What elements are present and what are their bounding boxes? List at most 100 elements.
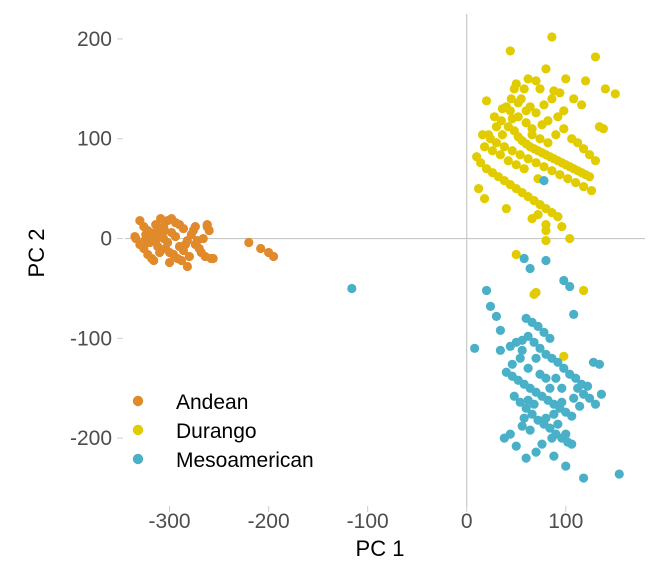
mesoamerican-point bbox=[578, 473, 589, 483]
mesoamerican-point bbox=[584, 393, 595, 403]
data-points bbox=[130, 32, 624, 483]
andean-point bbox=[150, 227, 160, 238]
andean-point bbox=[180, 239, 191, 250]
durango-point bbox=[483, 130, 494, 140]
mesoamerican-point bbox=[549, 451, 559, 461]
durango-point bbox=[491, 138, 502, 148]
mesoamerican-point bbox=[553, 419, 563, 429]
durango-point bbox=[515, 150, 525, 160]
andean-point bbox=[182, 261, 192, 272]
mesoamerican-point bbox=[499, 433, 509, 443]
durango-point bbox=[557, 221, 567, 232]
x-tick-label: 0 bbox=[461, 510, 473, 533]
durango-point bbox=[537, 120, 547, 130]
x-tick-label: 100 bbox=[548, 510, 583, 533]
andean-point bbox=[156, 213, 166, 224]
durango-point bbox=[578, 285, 589, 296]
durango-point bbox=[578, 182, 589, 192]
mesoamerican-point bbox=[527, 409, 537, 419]
durango-point bbox=[497, 104, 507, 114]
durango-point bbox=[555, 170, 565, 180]
mesoamerican-point bbox=[531, 447, 541, 457]
legend-label-durango: Durango bbox=[176, 420, 257, 443]
durango-point bbox=[539, 162, 549, 172]
y-tick-label: 200 bbox=[77, 28, 112, 51]
mesoamerican-point bbox=[571, 373, 581, 383]
durango-point bbox=[511, 249, 521, 260]
mesoamerican-point bbox=[509, 391, 519, 401]
durango-point bbox=[561, 74, 571, 84]
mesoamerican-point bbox=[594, 359, 605, 369]
mesoamerican-point bbox=[614, 469, 624, 479]
legend-label-mesoamerican: Mesoamerican bbox=[176, 449, 314, 472]
x-axis-ticks: -300 -200 -100 0 100 bbox=[149, 506, 583, 533]
andean-point bbox=[268, 251, 279, 262]
andean-point bbox=[244, 237, 254, 248]
durango-point bbox=[521, 118, 531, 128]
durango-point bbox=[541, 235, 551, 246]
durango-point bbox=[573, 138, 583, 148]
andean-point bbox=[164, 257, 175, 268]
durango-point bbox=[513, 98, 523, 108]
durango-point bbox=[531, 108, 541, 118]
andean-point bbox=[200, 251, 210, 262]
mesoamerican-point bbox=[515, 397, 525, 407]
mesoamerican-point bbox=[470, 343, 480, 353]
durango-point bbox=[501, 204, 511, 214]
durango-point bbox=[555, 88, 565, 98]
durango-point bbox=[590, 52, 601, 62]
mesoamerican-point bbox=[567, 411, 577, 421]
durango-point bbox=[523, 74, 533, 84]
durango-point bbox=[547, 32, 557, 42]
mesoamerican-point bbox=[537, 439, 547, 449]
legend: Andean Durango Mesoamerican bbox=[132, 391, 314, 472]
mesoamerican-point bbox=[551, 373, 561, 383]
mesoamerican-point bbox=[517, 421, 527, 431]
durango-point bbox=[543, 138, 553, 148]
mesoamerican-point bbox=[521, 453, 531, 463]
mesoamerican-point bbox=[523, 331, 533, 341]
mesoamerican-point bbox=[596, 389, 607, 399]
mesoamerican-point bbox=[347, 283, 357, 294]
durango-point bbox=[541, 225, 551, 236]
andean-point bbox=[153, 241, 163, 252]
durango-point bbox=[505, 106, 515, 116]
durango-point bbox=[531, 76, 541, 86]
durango-point bbox=[563, 174, 573, 184]
reference-lines bbox=[125, 14, 645, 506]
mesoamerican-point bbox=[567, 439, 577, 449]
durango-point bbox=[590, 156, 601, 166]
mesoamerican-point bbox=[545, 383, 555, 393]
mesoamerican-point bbox=[547, 433, 557, 443]
durango-point bbox=[565, 233, 575, 244]
durango-point bbox=[584, 172, 595, 182]
x-tick-label: -200 bbox=[248, 510, 290, 533]
legend-marker-mesoamerican bbox=[132, 453, 144, 465]
andean-point bbox=[160, 225, 170, 236]
durango-point bbox=[598, 124, 609, 134]
durango-point bbox=[529, 289, 539, 300]
legend-marker-durango bbox=[132, 424, 144, 436]
andean-point bbox=[170, 231, 181, 242]
mesoamerican-point bbox=[569, 393, 579, 403]
legend-marker-andean bbox=[132, 395, 144, 407]
mesoamerican-point bbox=[545, 423, 555, 433]
durango-point bbox=[519, 164, 529, 174]
mesoamerican-point bbox=[573, 383, 583, 393]
mesoamerican-point bbox=[590, 399, 601, 409]
durango-point bbox=[600, 84, 610, 94]
durango-point bbox=[487, 146, 498, 156]
durango-point bbox=[578, 144, 589, 154]
mesoamerican-point bbox=[582, 381, 593, 391]
andean-point bbox=[208, 253, 218, 264]
mesoamerican-point bbox=[523, 395, 533, 405]
mesoamerican-point bbox=[541, 255, 551, 266]
durango-point bbox=[505, 46, 515, 56]
durango-point bbox=[577, 100, 587, 110]
mesoamerican-point bbox=[523, 363, 533, 373]
mesoamerican-point bbox=[535, 343, 545, 353]
mesoamerican-point bbox=[559, 275, 569, 286]
mesoamerican-point bbox=[557, 397, 567, 407]
mesoamerican-point bbox=[485, 301, 496, 312]
durango-point bbox=[541, 64, 551, 74]
